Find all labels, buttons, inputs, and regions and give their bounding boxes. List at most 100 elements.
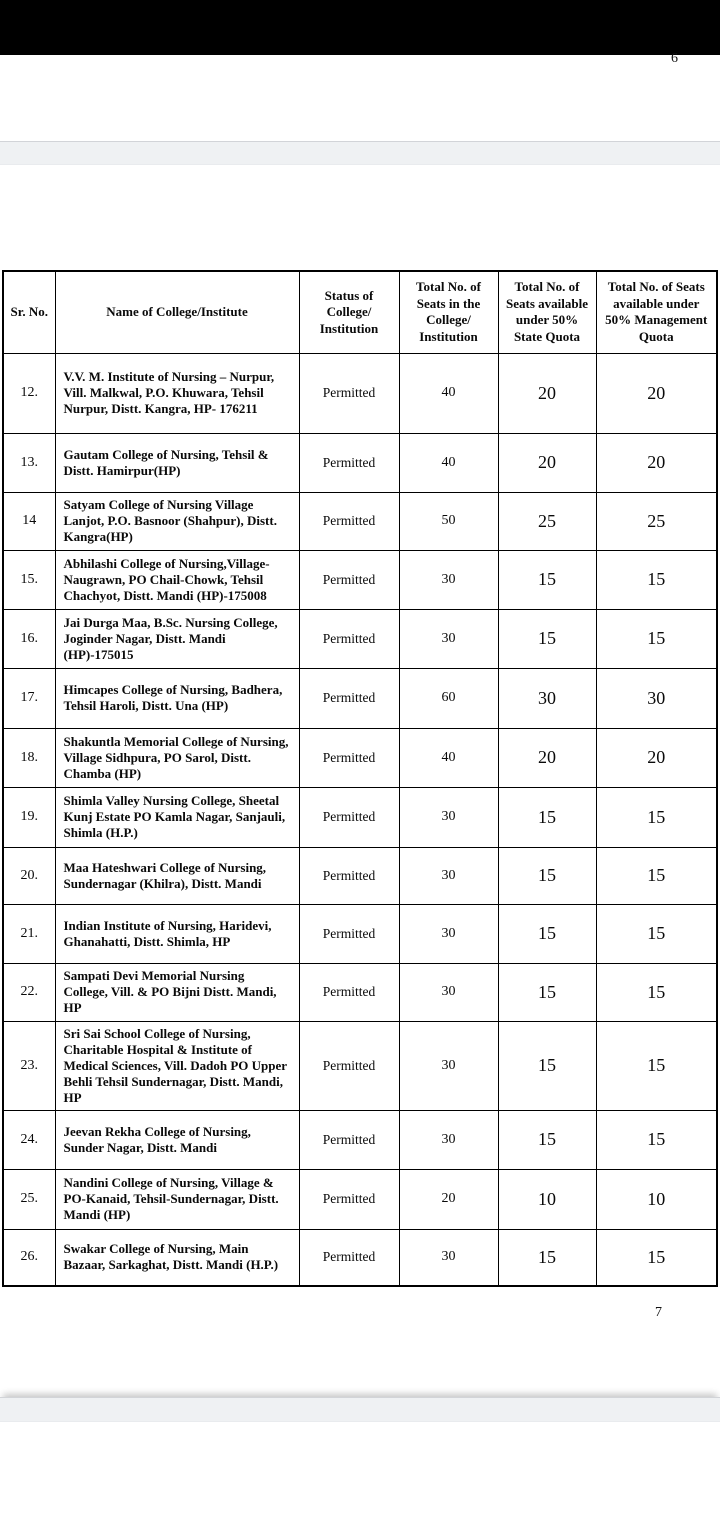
nursing-seats-table: Sr. No. Name of College/Institute Status… (2, 270, 718, 1287)
college-name-cell: Indian Institute of Nursing, Haridevi, G… (54, 903, 300, 964)
status-cell: Permitted (298, 491, 400, 551)
total-seats-cell: 30 (398, 846, 499, 905)
status-cell: Permitted (298, 727, 400, 788)
table-row: 21. Indian Institute of Nursing, Haridevi… (2, 903, 718, 964)
state-quota-cell: 10 (497, 1168, 597, 1230)
total-seats-cell: 40 (398, 432, 499, 493)
table-row: 18. Shakuntla Memorial College of Nursing… (2, 727, 718, 788)
management-quota-cell: 15 (595, 608, 718, 669)
total-seats-cell: 40 (398, 352, 499, 434)
total-seats-cell: 40 (398, 727, 499, 788)
header-college-name: Name of College/Institute (54, 270, 300, 354)
table-row: 17. Himcapes College of Nursing, Badhera,… (2, 667, 718, 729)
management-quota-cell: 15 (595, 1109, 718, 1170)
sr-no-cell: 13. (2, 432, 56, 493)
management-quota-cell: 15 (595, 786, 718, 848)
sr-no-cell: 16. (2, 608, 56, 669)
total-seats-cell: 20 (398, 1168, 499, 1230)
app-chrome-bar (0, 0, 720, 55)
sr-no-cell: 19. (2, 786, 56, 848)
status-cell: Permitted (298, 1168, 400, 1230)
state-quota-cell: 15 (497, 608, 597, 669)
college-name-cell: Jai Durga Maa, B.Sc. Nursing College, Jo… (54, 608, 300, 669)
total-seats-cell: 30 (398, 962, 499, 1022)
table-row: 12. V.V. M. Institute of Nursing – Nurpur… (2, 352, 718, 434)
state-quota-cell: 15 (497, 1020, 597, 1111)
status-cell: Permitted (298, 903, 400, 964)
state-quota-cell: 15 (497, 903, 597, 964)
management-quota-cell: 20 (595, 727, 718, 788)
state-quota-cell: 15 (497, 549, 597, 610)
management-quota-cell: 25 (595, 491, 718, 551)
state-quota-cell: 15 (497, 1228, 597, 1287)
state-quota-cell: 15 (497, 846, 597, 905)
status-cell: Permitted (298, 1020, 400, 1111)
college-name-cell: Shakuntla Memorial College of Nursing, V… (54, 727, 300, 788)
state-quota-cell: 25 (497, 491, 597, 551)
table-row: 25. Nandini College of Nursing, Village &… (2, 1168, 718, 1230)
sr-no-cell: 25. (2, 1168, 56, 1230)
total-seats-cell: 30 (398, 1109, 499, 1170)
status-cell: Permitted (298, 962, 400, 1022)
college-name-cell: Sampati Devi Memorial Nursing College, V… (54, 962, 300, 1022)
sr-no-cell: 22. (2, 962, 56, 1022)
header-status: Status of College/ Institution (298, 270, 400, 354)
state-quota-cell: 30 (497, 667, 597, 729)
college-name-cell: Himcapes College of Nursing, Badhera, Te… (54, 667, 300, 729)
sr-no-cell: 21. (2, 903, 56, 964)
college-name-cell: Gautam College of Nursing, Tehsil & Dist… (54, 432, 300, 493)
table-row: 22. Sampati Devi Memorial Nursing College… (2, 962, 718, 1022)
sr-no-cell: 23. (2, 1020, 56, 1111)
page-separator-bottom (0, 1397, 720, 1422)
management-quota-cell: 15 (595, 1020, 718, 1111)
table-body: 12. V.V. M. Institute of Nursing – Nurpur… (2, 352, 718, 1287)
table-row: 14 Satyam College of Nursing Village Lanj… (2, 491, 718, 551)
page-separator-top (0, 141, 720, 165)
state-quota-cell: 20 (497, 432, 597, 493)
management-quota-cell: 15 (595, 903, 718, 964)
status-cell: Permitted (298, 786, 400, 848)
management-quota-cell: 15 (595, 549, 718, 610)
management-quota-cell: 15 (595, 962, 718, 1022)
table-row: 24. Jeevan Rekha College of Nursing, Sund… (2, 1109, 718, 1170)
management-quota-cell: 15 (595, 1228, 718, 1287)
total-seats-cell: 30 (398, 549, 499, 610)
total-seats-cell: 30 (398, 1020, 499, 1111)
header-state-quota: Total No. of Seats available under 50% S… (497, 270, 597, 354)
table-row: 19. Shimla Valley Nursing College, Sheeta… (2, 786, 718, 848)
status-cell: Permitted (298, 1109, 400, 1170)
page-number-6: 6 (671, 51, 678, 66)
page-number-7: 7 (655, 1305, 662, 1320)
total-seats-cell: 60 (398, 667, 499, 729)
college-name-cell: Swakar College of Nursing, Main Bazaar, … (54, 1228, 300, 1287)
college-name-cell: Satyam College of Nursing Village Lanjot… (54, 491, 300, 551)
header-sr-no: Sr. No. (2, 270, 56, 354)
table-row: 16. Jai Durga Maa, B.Sc. Nursing College,… (2, 608, 718, 669)
total-seats-cell: 30 (398, 608, 499, 669)
sr-no-cell: 17. (2, 667, 56, 729)
table-row: 20. Maa Hateshwari College of Nursing, Su… (2, 846, 718, 905)
sr-no-cell: 18. (2, 727, 56, 788)
college-name-cell: Shimla Valley Nursing College, Sheetal K… (54, 786, 300, 848)
total-seats-cell: 50 (398, 491, 499, 551)
status-cell: Permitted (298, 608, 400, 669)
header-management-quota: Total No. of Seats available under 50% M… (595, 270, 718, 354)
sr-no-cell: 26. (2, 1228, 56, 1287)
status-cell: Permitted (298, 846, 400, 905)
college-name-cell: V.V. M. Institute of Nursing – Nurpur, V… (54, 352, 300, 434)
sr-no-cell: 24. (2, 1109, 56, 1170)
state-quota-cell: 15 (497, 786, 597, 848)
state-quota-cell: 20 (497, 352, 597, 434)
status-cell: Permitted (298, 549, 400, 610)
sr-no-cell: 20. (2, 846, 56, 905)
table-row: 13. Gautam College of Nursing, Tehsil & D… (2, 432, 718, 493)
college-name-cell: Jeevan Rekha College of Nursing, Sunder … (54, 1109, 300, 1170)
table-header-row: Sr. No. Name of College/Institute Status… (2, 270, 718, 354)
college-name-cell: Abhilashi College of Nursing,Village- Na… (54, 549, 300, 610)
management-quota-cell: 15 (595, 846, 718, 905)
status-cell: Permitted (298, 667, 400, 729)
management-quota-cell: 10 (595, 1168, 718, 1230)
state-quota-cell: 15 (497, 962, 597, 1022)
total-seats-cell: 30 (398, 1228, 499, 1287)
total-seats-cell: 30 (398, 903, 499, 964)
